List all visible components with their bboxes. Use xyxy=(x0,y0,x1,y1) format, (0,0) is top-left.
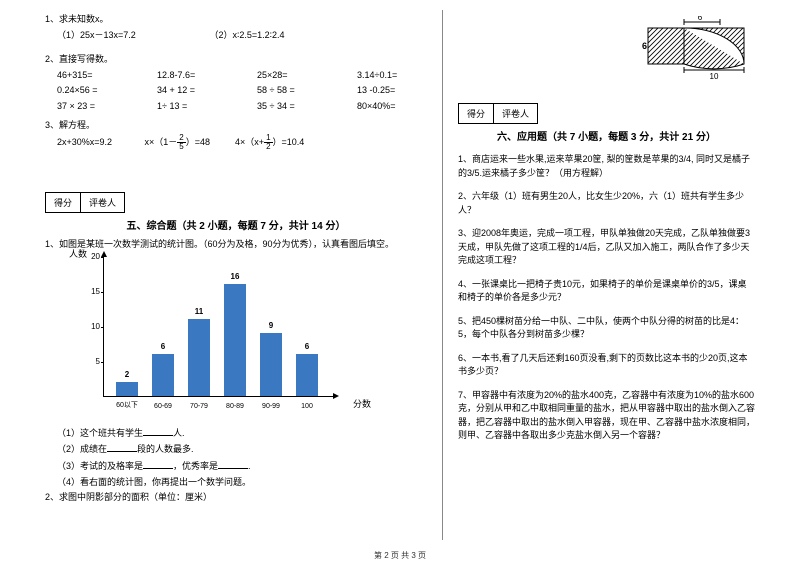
blank xyxy=(143,459,173,469)
calc-cell: 1÷ 13 = xyxy=(157,100,227,113)
y-tick: 10 xyxy=(82,322,100,331)
bar-chart: 人数 分数 5101520260以下660-691170-791680-8999… xyxy=(75,257,345,422)
score-label: 得分 xyxy=(459,104,494,123)
calc-cell: 34 + 12 = xyxy=(157,84,227,97)
x-tick: 60以下 xyxy=(109,400,145,410)
chart-bar: 11 xyxy=(188,319,210,396)
calc-cell: 37 × 23 = xyxy=(57,100,127,113)
chart-question: 1、如图是某班一次数学测试的统计图。（60分为及格，90分为优秀），认真看图后填… xyxy=(45,238,427,251)
x-tick: 80-89 xyxy=(217,403,253,410)
q3b-post: ）=48 xyxy=(186,137,210,147)
x-tick: 90-99 xyxy=(253,403,289,410)
calc-cell: 12.8-7.6= xyxy=(157,69,227,82)
blank xyxy=(218,459,248,469)
app-q1: 1、商店运来一些水果,运来苹果20筐, 梨的筐数是苹果的3/4, 同时又是橘子的… xyxy=(458,153,755,180)
y-grid xyxy=(101,327,104,328)
app-q7: 7、甲容器中有浓度为20%的盐水400克，乙容器中有浓度为10%的盐水600克，… xyxy=(458,389,755,443)
app-q3: 3、迎2008年奥运，完成一项工程，甲队单独做20天完成，乙队单独做要3天成，甲… xyxy=(458,227,755,268)
chart-bar: 6 xyxy=(296,354,318,396)
q1-title: 1、求未知数x。 xyxy=(45,13,427,26)
q3a: 2x+30%x=9.2 xyxy=(57,136,142,149)
x-tick: 70-79 xyxy=(181,403,217,410)
bar-value: 6 xyxy=(296,342,318,351)
y-grid xyxy=(101,362,104,363)
q2-title: 2、直接写得数。 xyxy=(45,53,427,66)
app-q6: 6、一本书,看了几天后还剩160页没看,剩下的页数比这本书的少20页,这本书多少… xyxy=(458,352,755,379)
sub2: （2）成绩在段的人数最多. xyxy=(45,442,427,456)
right-column: 6 10 6 得分 评卷人 六、应用题（共 7 小题，每题 3 分，共计 21 … xyxy=(443,10,770,540)
frac-1-2: 12 xyxy=(264,134,272,151)
reviewer-label: 评卷人 xyxy=(494,104,537,123)
chart-bar: 6 xyxy=(152,354,174,396)
score-box-right: 得分 评卷人 xyxy=(458,103,538,124)
calc-row: 46+315= 12.8-7.6= 25×28= 3.14÷0.1= xyxy=(45,69,427,82)
calc-cell: 58 ÷ 58 = xyxy=(257,84,327,97)
bar-value: 11 xyxy=(188,307,210,316)
score-label: 得分 xyxy=(46,193,81,212)
calc-cell: 25×28= xyxy=(257,69,327,82)
arrow-right-icon xyxy=(333,393,339,399)
x-axis-label: 分数 xyxy=(353,397,371,410)
app-q4: 4、一张课桌比一把椅子贵10元，如果椅子的单价是课桌单价的3/5，课桌和椅子的单… xyxy=(458,278,755,305)
q3-title: 3、解方程。 xyxy=(45,119,427,132)
left-column: 1、求未知数x。 （1）25x－13x=7.2 （2）x∶2.5=1.2∶2.4… xyxy=(30,10,443,540)
app-q2: 2、六年级（1）班有男生20人，比女生少20%，六（1）班共有学生多少人？ xyxy=(458,190,755,217)
y-tick: 5 xyxy=(82,357,100,366)
y-tick: 20 xyxy=(82,252,100,261)
q3b: x×（1－25）=48 xyxy=(145,137,213,147)
chart-area: 5101520260以下660-691170-791680-89990-9961… xyxy=(103,257,333,397)
calc-row: 0.24×56 = 34 + 12 = 58 ÷ 58 = 13 -0.25= xyxy=(45,84,427,97)
section6-title: 六、应用题（共 7 小题，每题 3 分，共计 21 分） xyxy=(458,128,755,143)
x-tick: 100 xyxy=(289,403,325,410)
q1-row: （1）25x－13x=7.2 （2）x∶2.5=1.2∶2.4 xyxy=(45,29,427,42)
q3c: 4×（x+12）=10.4 xyxy=(235,137,304,147)
q3c-post: ）=10.4 xyxy=(273,137,305,147)
blank xyxy=(143,426,173,436)
geometry-diagram: 6 10 6 xyxy=(640,16,750,86)
q3b-pre: x×（1－ xyxy=(145,137,178,147)
bar-value: 16 xyxy=(224,272,246,281)
app-q5: 5、把450棵树苗分给一中队、二中队，使两个中队分得的树苗的比是4：5，每个中队… xyxy=(458,315,755,342)
chart-bar: 16 xyxy=(224,284,246,396)
q1b: （2）x∶2.5=1.2∶2.4 xyxy=(210,30,285,40)
calc-cell: 46+315= xyxy=(57,69,127,82)
sub1: （1）这个班共有学生人. xyxy=(45,426,427,440)
dim-bottom: 10 xyxy=(710,72,719,81)
section5-title: 五、综合题（共 2 小题，每题 7 分，共计 14 分） xyxy=(45,217,427,232)
calc-row: 37 × 23 = 1÷ 13 = 35 ÷ 34 = 80×40%= xyxy=(45,100,427,113)
x-tick: 60-69 xyxy=(145,403,181,410)
chart-bar: 9 xyxy=(260,333,282,396)
y-grid xyxy=(101,292,104,293)
frac-2-5: 25 xyxy=(177,134,185,151)
chart-bar: 2 xyxy=(116,382,138,396)
dim-top: 6 xyxy=(698,16,703,22)
calc-cell: 13 -0.25= xyxy=(357,84,427,97)
calc-rows: 46+315= 12.8-7.6= 25×28= 3.14÷0.1= 0.24×56 =… xyxy=(45,69,427,113)
q3c-pre: 4×（x+ xyxy=(235,137,264,147)
calc-cell: 80×40%= xyxy=(357,100,427,113)
dim-left: 6 xyxy=(642,41,647,51)
sub4: （4）看右面的统计图，你再提出一个数学问题。 xyxy=(45,476,427,489)
bar-value: 2 xyxy=(116,370,138,379)
q3-row: 2x+30%x=9.2 x×（1－25）=48 4×（x+12）=10.4 xyxy=(45,134,427,151)
calc-cell: 35 ÷ 34 = xyxy=(257,100,327,113)
y-tick: 15 xyxy=(82,287,100,296)
bar-value: 9 xyxy=(260,321,282,330)
y-grid xyxy=(101,257,104,258)
q1a: （1）25x－13x=7.2 xyxy=(57,29,207,42)
blank xyxy=(107,442,137,452)
reviewer-label: 评卷人 xyxy=(81,193,124,212)
calc-cell: 0.24×56 = xyxy=(57,84,127,97)
bar-value: 6 xyxy=(152,342,174,351)
calc-cell: 3.14÷0.1= xyxy=(357,69,427,82)
score-box-left: 得分 评卷人 xyxy=(45,192,125,213)
page-footer: 第 2 页 共 3 页 xyxy=(0,550,800,561)
sub3: （3）考试的及格率是，优秀率是. xyxy=(45,459,427,473)
q2b: 2、求图中阴影部分的面积（单位：厘米） xyxy=(45,491,427,504)
